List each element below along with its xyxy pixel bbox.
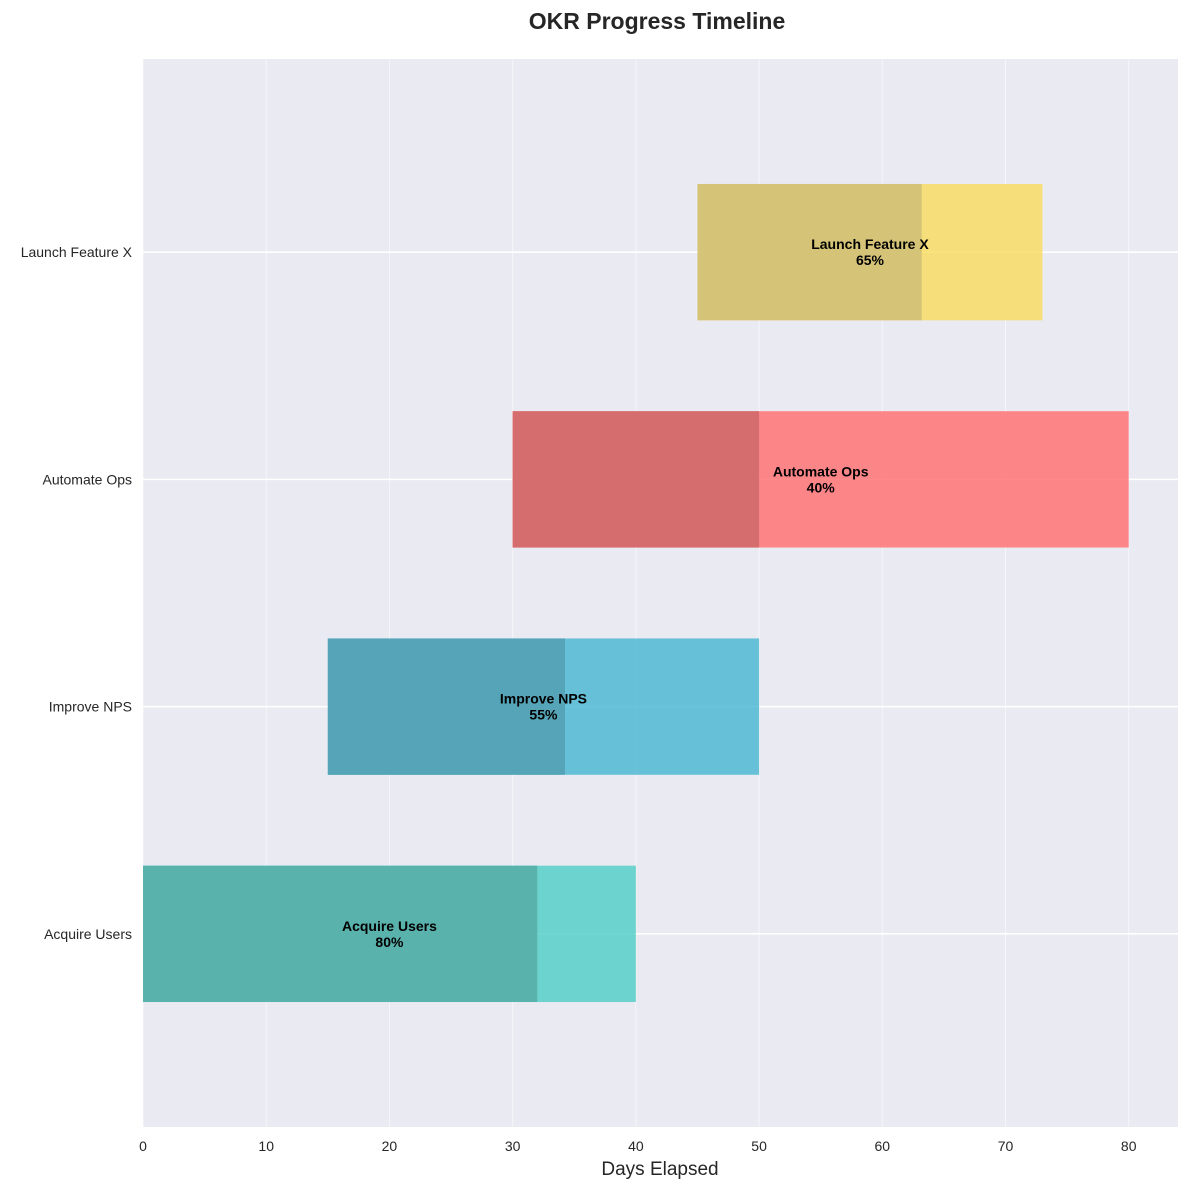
chart-title: OKR Progress Timeline [529, 8, 786, 34]
progress-bar [327, 638, 566, 775]
bar-progress-label: 55% [529, 707, 558, 723]
x-tick-label: 60 [874, 1138, 890, 1154]
x-axis-ticks: 0 10 20 30 40 50 60 70 80 [139, 1138, 1137, 1154]
x-tick-label: 40 [628, 1138, 644, 1154]
progress-bar [143, 865, 538, 1003]
bar-progress-label: 40% [807, 479, 836, 495]
x-tick-label: 30 [505, 1138, 521, 1154]
bar-name-label: Automate Ops [773, 463, 869, 479]
x-tick-label: 20 [382, 1138, 398, 1154]
progress-bar [697, 183, 922, 321]
bar-progress-label: 65% [856, 252, 885, 268]
x-tick-label: 50 [751, 1138, 767, 1154]
y-axis-ticks: Acquire Users Improve NPS Automate Ops Laun… [21, 244, 133, 942]
x-tick-label: 0 [139, 1138, 147, 1154]
bar-progress-label: 80% [375, 934, 404, 950]
x-tick-label: 10 [258, 1138, 274, 1154]
x-tick-label: 80 [1121, 1138, 1137, 1154]
y-tick-label: Automate Ops [43, 471, 133, 487]
bar-name-label: Improve NPS [500, 691, 587, 707]
bar-name-label: Launch Feature X [811, 236, 929, 252]
bars [143, 183, 1129, 1003]
y-tick-label: Improve NPS [49, 699, 132, 715]
progress-bar [512, 411, 760, 548]
bar-name-label: Acquire Users [342, 918, 437, 934]
x-axis-label: Days Elapsed [601, 1159, 718, 1180]
x-tick-label: 70 [998, 1138, 1014, 1154]
y-tick-label: Acquire Users [44, 926, 132, 942]
y-tick-label: Launch Feature X [21, 244, 133, 260]
